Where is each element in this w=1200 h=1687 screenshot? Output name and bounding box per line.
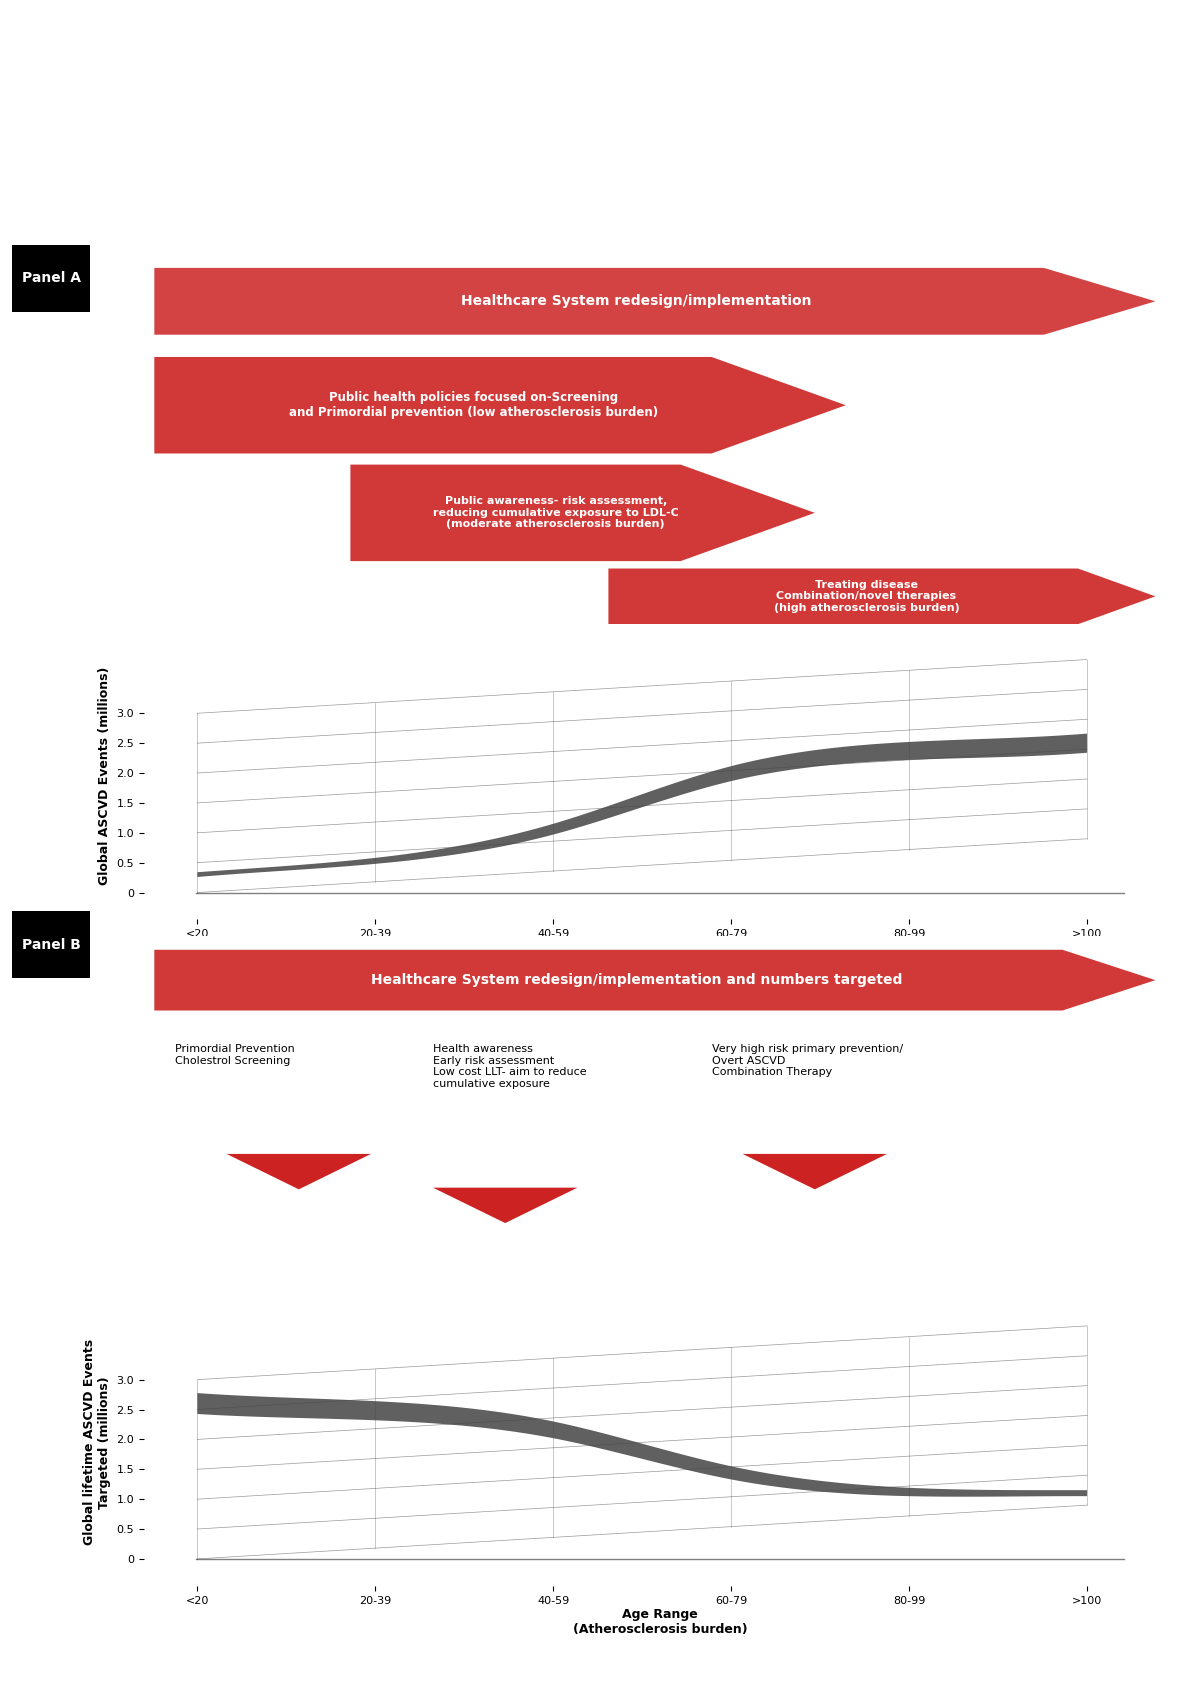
X-axis label: Age Range
(Atherosclerosis burden): Age Range (Atherosclerosis burden) bbox=[572, 1608, 748, 1636]
Text: Panel B: Panel B bbox=[22, 938, 80, 951]
Polygon shape bbox=[155, 358, 846, 454]
Polygon shape bbox=[743, 1154, 887, 1189]
Text: Healthcare System redesign/implementation and numbers targeted: Healthcare System redesign/implementatio… bbox=[371, 973, 902, 987]
Polygon shape bbox=[197, 1393, 1087, 1496]
Text: Public awareness- risk assessment,
reducing cumulative exposure to LDL-C
(modera: Public awareness- risk assessment, reduc… bbox=[433, 496, 679, 530]
Text: Health awareness
Early risk assessment
Low cost LLT- aim to reduce
cumulative ex: Health awareness Early risk assessment L… bbox=[433, 1044, 587, 1090]
Polygon shape bbox=[197, 734, 1087, 877]
Text: Very high risk primary prevention/
Overt ASCVD
Combination Therapy: Very high risk primary prevention/ Overt… bbox=[712, 1044, 902, 1078]
Text: Treating disease
Combination/novel therapies
(high atherosclerosis burden): Treating disease Combination/novel thera… bbox=[774, 580, 959, 612]
Y-axis label: Global lifetime ASCVD Events
Targeted (millions): Global lifetime ASCVD Events Targeted (m… bbox=[83, 1339, 110, 1545]
Text: Panel A: Panel A bbox=[22, 272, 80, 285]
Text: Public health policies focused on-Screening
and Primordial prevention (low ather: Public health policies focused on-Screen… bbox=[289, 391, 658, 418]
Polygon shape bbox=[227, 1154, 371, 1189]
Polygon shape bbox=[350, 464, 815, 562]
Polygon shape bbox=[155, 268, 1156, 334]
X-axis label: Age Range
(Atherosclerosis burden): Age Range (Atherosclerosis burden) bbox=[572, 941, 748, 970]
Text: Healthcare System redesign/implementation: Healthcare System redesign/implementatio… bbox=[461, 294, 811, 309]
Polygon shape bbox=[155, 950, 1156, 1011]
Y-axis label: Global ASCVD Events (millions): Global ASCVD Events (millions) bbox=[98, 666, 110, 886]
Polygon shape bbox=[608, 569, 1156, 624]
Text: Primordial Prevention
Cholestrol Screening: Primordial Prevention Cholestrol Screeni… bbox=[175, 1044, 295, 1066]
Polygon shape bbox=[433, 1188, 577, 1223]
